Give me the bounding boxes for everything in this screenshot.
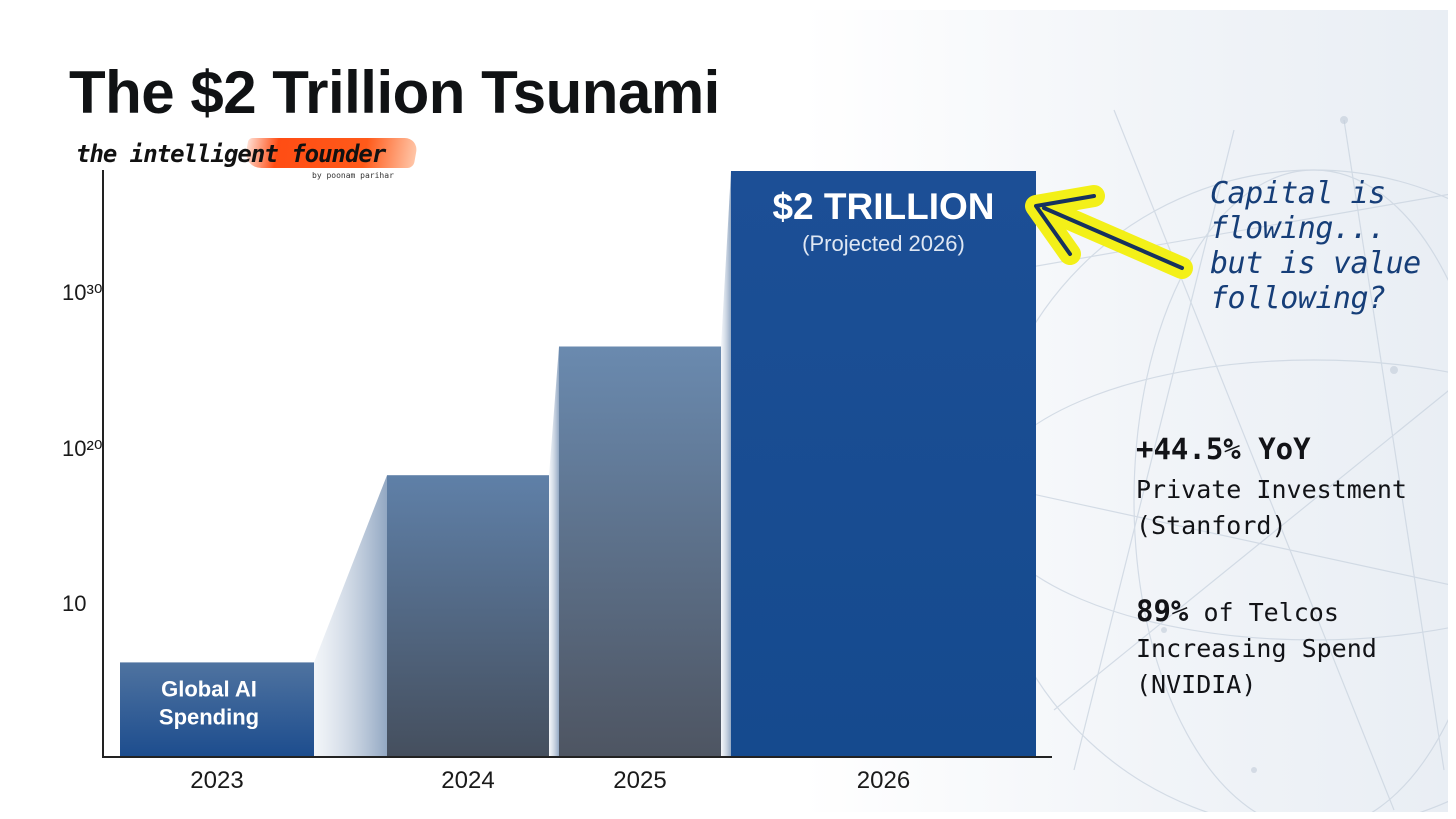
stat-yoy: +44.5% YoY Private Investment (Stanford) [1136,432,1407,544]
bar-labels: Global AI Spending $2 TRILLION (Projected 2… [159,186,995,729]
brand-byline: by poonam parihar [312,171,394,180]
stat-telcos: 89% of Telcos Increasing Spend (NVIDIA) [1136,594,1377,703]
bar-connector [549,346,559,756]
page-title: The $2 Trillion Tsunami [69,59,720,126]
brand-logo: the intelligent founder by poonam pariha… [76,134,421,190]
x-tick-label: 2026 [857,767,910,794]
bars [120,171,1036,756]
bar-2024 [387,475,549,756]
slide-panel: The $2 Trillion Tsunami the intelligent … [14,10,1448,812]
bar-label-line: Spending [159,704,259,729]
stat-line: Private Investment [1136,475,1407,504]
x-tick-label: 2024 [441,767,494,794]
annotation-line: flowing... [1210,211,1386,246]
x-tick-labels: 2023 2024 2025 2026 [190,767,910,794]
stat-line: Increasing Spend [1136,634,1377,663]
bar-label-line: $2 TRILLION [772,186,994,227]
stat-headline: +44.5% YoY [1136,432,1311,466]
x-tick-label: 2025 [613,767,666,794]
stat-line: (Stanford) [1136,511,1287,540]
bar-connector [721,171,731,756]
y-tick-label: 10²⁰ [62,436,103,461]
brand-name: the intelligent founder [76,140,386,168]
y-tick-labels: 10 10²⁰ 10³⁰ [62,280,103,616]
bar-label-line: Global AI [161,676,257,701]
annotation-line: but is value [1210,246,1421,281]
bar-2025 [559,346,721,756]
annotation-note: Capital is flowing... but is value follo… [1210,176,1440,316]
stat-line: (NVIDIA) [1136,670,1257,699]
globe-network-decoration [1014,109,1448,812]
bar-label-line: (Projected 2026) [802,231,965,256]
x-tick-label: 2023 [190,767,243,794]
y-tick-label: 10³⁰ [62,280,103,305]
stat-headline: 89% [1136,594,1189,628]
bar-2023 [120,662,314,756]
annotation-line: Capital is [1210,176,1386,211]
annotation-line: following? [1210,281,1386,316]
chart: Global AI Spending $2 TRILLION (Projected 2… [62,170,1193,794]
annotation-arrow [1025,185,1193,279]
bar-2026 [731,171,1036,756]
y-tick-label: 10 [62,591,86,616]
bar-connectors [314,171,731,756]
stat-headline-rest: of Telcos [1188,598,1339,627]
bar-connector [314,475,387,756]
